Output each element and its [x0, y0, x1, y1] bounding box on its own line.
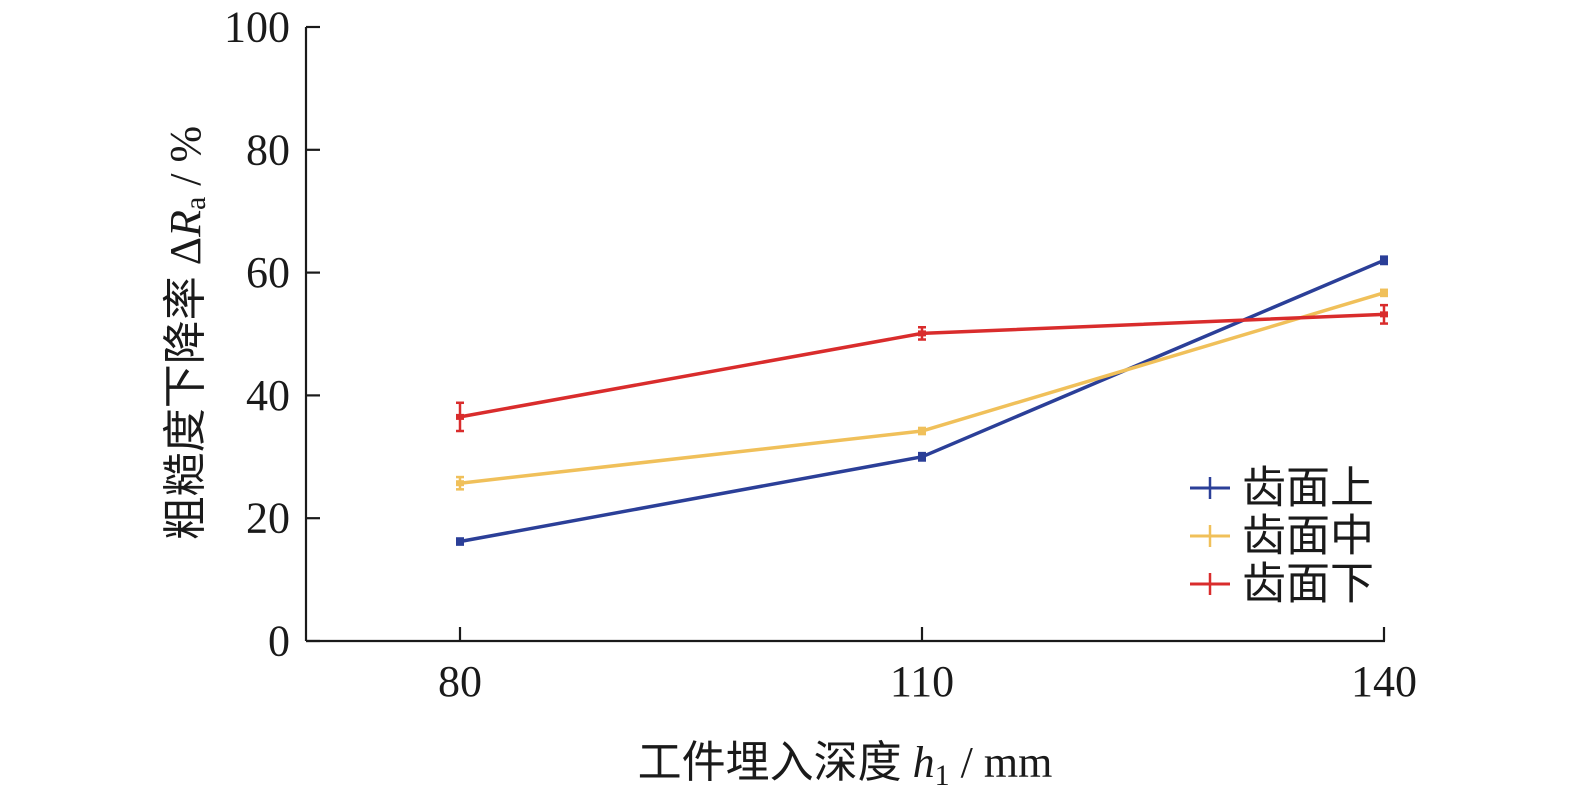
data-point — [1380, 257, 1388, 264]
legend-item: 齿面下 — [1190, 560, 1374, 609]
series-1 — [456, 288, 1388, 491]
legend-label: 齿面上 — [1242, 464, 1374, 513]
legend-label: 齿面中 — [1242, 512, 1374, 561]
axes: 0 20 40 60 80 100 80 110 140 — [224, 3, 1417, 707]
x-tick-label: 140 — [1351, 657, 1417, 706]
y-axis-title: 粗糙度下降率 ΔRa / % — [161, 126, 212, 540]
data-point — [1380, 289, 1388, 296]
series-layer — [456, 255, 1388, 546]
data-point — [1380, 311, 1388, 318]
legend-item: 齿面中 — [1190, 512, 1374, 561]
data-point — [456, 413, 464, 420]
y-tick-label: 100 — [224, 3, 290, 52]
x-tick-label: 110 — [890, 657, 954, 706]
series-0 — [456, 255, 1388, 546]
series-2 — [456, 303, 1388, 433]
y-tick-label: 0 — [268, 617, 290, 666]
y-tick-label: 40 — [246, 371, 290, 420]
data-point — [918, 428, 926, 435]
y-tick-label: 20 — [246, 494, 290, 543]
data-point — [456, 480, 464, 487]
legend-label: 齿面下 — [1242, 560, 1374, 609]
x-tick-label: 80 — [438, 657, 482, 706]
y-tick-label: 60 — [246, 248, 290, 297]
data-point — [918, 330, 926, 337]
data-point — [918, 453, 926, 460]
x-axis-title: 工件埋入深度 h1 / mm — [638, 738, 1053, 792]
data-point — [456, 538, 464, 545]
legend-item: 齿面上 — [1190, 464, 1374, 513]
y-tick-label: 80 — [246, 125, 290, 174]
